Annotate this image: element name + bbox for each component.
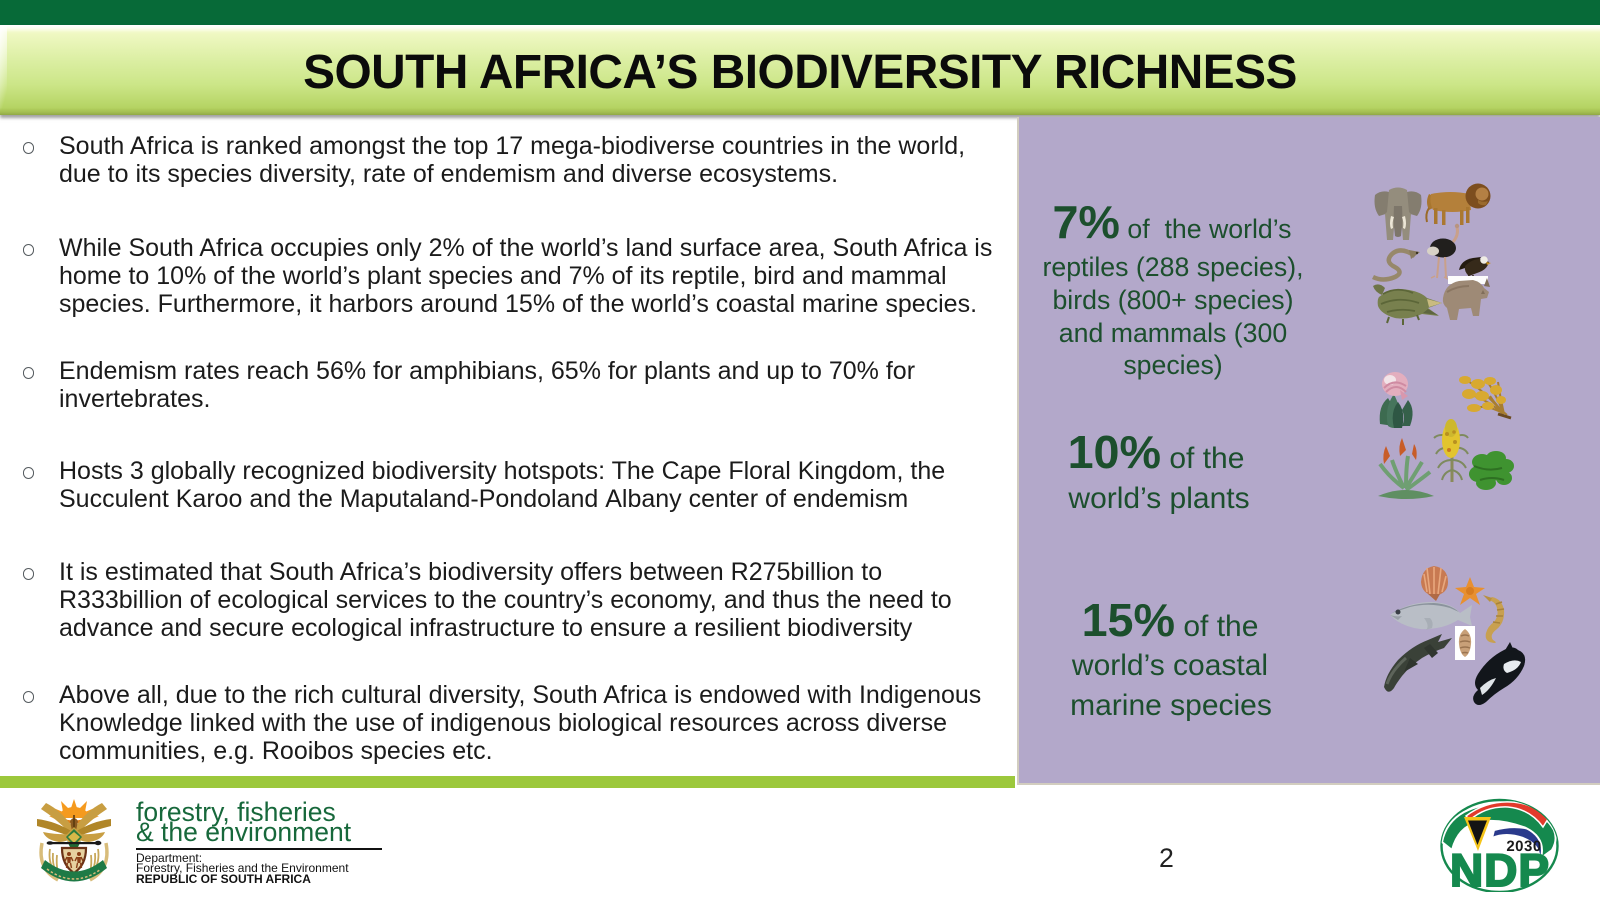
svg-text:2030: 2030: [1506, 838, 1541, 855]
svg-text:NDP: NDP: [1450, 844, 1550, 892]
